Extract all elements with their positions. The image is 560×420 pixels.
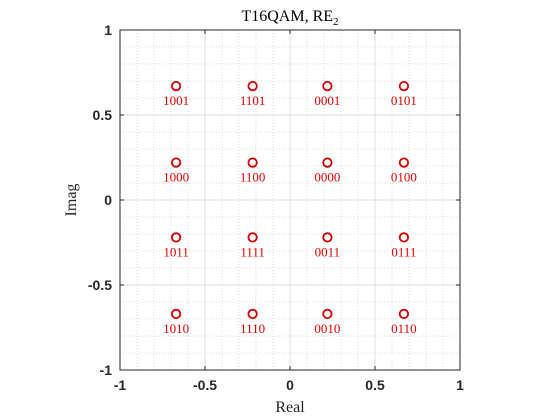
point-label: 1000 — [163, 170, 189, 185]
data-points: 1001 1101 0001 0101 1000 1100 0000 0100 1011 1111… — [163, 81, 417, 336]
chart-title: T16QAM, RE2 — [241, 8, 338, 28]
constellation-point — [247, 157, 258, 168]
point-label: 0001 — [314, 93, 340, 108]
x-tick-label: 0 — [286, 377, 294, 393]
point-label: 1101 — [240, 93, 266, 108]
constellation-point — [247, 308, 258, 319]
constellation-point — [171, 81, 182, 92]
y-tick-labels: -1 -0.5 0 0.5 1 — [88, 22, 112, 378]
point-label: 1011 — [163, 244, 189, 259]
tick-marks — [119, 29, 461, 371]
y-tick-label: -1 — [100, 362, 113, 378]
point-label: 1110 — [240, 321, 265, 336]
constellation-point — [247, 81, 258, 92]
constellation-point — [171, 157, 182, 168]
constellation-point — [322, 81, 333, 92]
point-label: 1100 — [240, 170, 266, 185]
y-axis-label: Imag — [63, 184, 80, 217]
x-tick-label: -0.5 — [193, 377, 217, 393]
constellation-point — [398, 81, 409, 92]
point-label: 0111 — [391, 244, 416, 259]
constellation-point — [322, 232, 333, 243]
point-label: 1001 — [163, 93, 189, 108]
constellation-point — [247, 232, 258, 243]
y-tick-label: 1 — [104, 22, 112, 38]
constellation-point — [398, 308, 409, 319]
constellation-point — [171, 232, 182, 243]
x-tick-labels: -1 -0.5 0 0.5 1 — [114, 377, 464, 393]
chart-title-main: T16QAM, RE — [241, 8, 333, 25]
point-label: 0000 — [314, 170, 340, 185]
point-label: 1010 — [163, 321, 189, 336]
constellation-point — [398, 157, 409, 168]
y-tick-label: 0.5 — [93, 107, 113, 123]
x-tick-label: -1 — [114, 377, 127, 393]
point-label: 0100 — [391, 170, 417, 185]
point-label: 0010 — [314, 321, 340, 336]
major-grid — [120, 30, 460, 370]
constellation-point — [171, 308, 182, 319]
point-label: 0011 — [315, 244, 341, 259]
y-tick-label: -0.5 — [88, 277, 112, 293]
point-label: 1111 — [240, 244, 265, 259]
constellation-point — [398, 232, 409, 243]
constellation-point — [322, 308, 333, 319]
chart-title-subscript: 2 — [333, 16, 339, 28]
x-axis-label: Real — [275, 399, 305, 416]
x-tick-label: 0.5 — [365, 377, 385, 393]
point-label: 0101 — [391, 93, 417, 108]
x-tick-label: 1 — [456, 377, 464, 393]
constellation-point — [322, 157, 333, 168]
y-tick-label: 0 — [104, 192, 112, 208]
point-label: 0110 — [391, 321, 417, 336]
